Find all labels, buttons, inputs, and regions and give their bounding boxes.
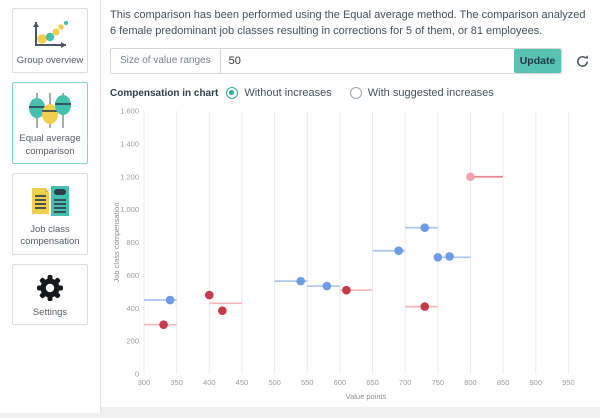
job-class-data-point[interactable] [433, 253, 443, 262]
x-tick-label: 900 [530, 378, 543, 387]
x-tick-label: 850 [497, 378, 510, 387]
x-tick-label: 950 [562, 378, 575, 387]
equal-average-comparison-icon [29, 93, 71, 129]
value-range-input-label: Size of value ranges [111, 49, 221, 74]
radio-without-increases-label: Without increases [244, 87, 332, 100]
job-class-data-point[interactable] [218, 306, 227, 316]
y-tick-label: 1.400 [120, 140, 139, 149]
x-tick-label: 300 [138, 378, 151, 387]
sidebar-item-label: Equal average comparison [19, 133, 81, 157]
sidebar-item-job-class-compensation[interactable]: Job class compensation [12, 173, 88, 255]
y-tick-label: 1.200 [120, 172, 139, 181]
radio-unselected-icon[interactable] [349, 87, 362, 100]
sidebar-item-label: Group overview [16, 55, 84, 66]
y-tick-label: 200 [126, 337, 139, 346]
job-class-data-point[interactable] [296, 277, 306, 286]
y-tick-label: 800 [126, 238, 139, 247]
radio-without-increases[interactable]: Without increases [226, 87, 332, 100]
job-class-data-point[interactable] [204, 291, 214, 300]
job-class-data-point[interactable] [394, 246, 403, 256]
job-class-data-point[interactable] [322, 281, 332, 291]
x-tick-label: 400 [203, 378, 216, 387]
radio-with-suggested-increases[interactable]: With suggested increases [349, 87, 494, 100]
y-tick-label: 600 [126, 271, 139, 280]
group-overview-chart-icon [33, 20, 69, 48]
job-class-data-point[interactable] [342, 286, 351, 295]
update-button[interactable]: Update [514, 49, 561, 74]
job-class-data-point[interactable] [165, 295, 175, 305]
y-tick-label: 0 [135, 370, 139, 379]
refresh-button[interactable] [575, 54, 590, 69]
y-tick-label: 400 [126, 304, 139, 313]
job-class-compensation-docs-icon [32, 186, 69, 217]
x-tick-label: 550 [301, 378, 314, 387]
chart-tick-labels: 300 350 400 450 500 550 600 650 700 750 800 850 900 9… [120, 107, 574, 388]
compensation-radio-group: Compensation in chart Without increases … [110, 87, 598, 100]
radio-with-suggested-increases-label: With suggested increases [367, 87, 494, 100]
sidebar-item-equal-average-comparison[interactable]: Equal average comparison [12, 82, 88, 165]
x-tick-label: 650 [366, 378, 379, 387]
y-tick-label: 1.600 [120, 107, 139, 116]
job-class-data-point[interactable] [466, 172, 475, 182]
chart-marks [144, 172, 504, 330]
x-tick-label: 500 [268, 378, 281, 387]
sidebar-item-label: Settings [32, 306, 68, 318]
comparison-summary-text: This comparison has been performed using… [110, 9, 586, 37]
comparison-chart: 300 350 400 450 500 550 600 650 700 750 800 850 900 9… [110, 101, 598, 410]
job-class-data-point[interactable] [159, 320, 168, 330]
job-class-data-point[interactable] [420, 302, 430, 312]
x-tick-label: 800 [464, 378, 477, 387]
x-tick-label: 350 [170, 378, 183, 387]
sidebar-item-label: Job class compensation [20, 224, 80, 248]
refresh-icon [577, 54, 588, 67]
y-tick-label: 1.000 [120, 205, 139, 214]
x-axis-title: Value points [346, 392, 387, 401]
main-content: This comparison has been performed using… [101, 0, 600, 407]
sidebar-item-settings[interactable]: Settings [12, 263, 88, 326]
x-tick-label: 600 [334, 378, 347, 387]
radio-selected-icon[interactable] [226, 87, 239, 100]
x-tick-label: 700 [399, 378, 412, 387]
value-range-input[interactable] [220, 49, 514, 74]
value-range-controls: Size of value ranges Update [110, 48, 598, 75]
gear-icon [37, 274, 63, 301]
job-class-data-point[interactable] [445, 252, 454, 261]
compensation-in-chart-label: Compensation in chart [110, 87, 219, 99]
value-range-input-group: Size of value ranges Update [110, 48, 562, 75]
sidebar: Group overview Equal average comparison [0, 0, 101, 413]
sidebar-item-group-overview[interactable]: Group overview [12, 8, 88, 74]
chart-gridlines [143, 111, 569, 375]
comparison-chart-svg: 300 350 400 450 500 550 600 650 700 750 800 850 900 9… [112, 107, 575, 402]
y-axis-title: Job class compensation [112, 203, 121, 283]
x-tick-label: 750 [432, 378, 445, 387]
job-class-data-point[interactable] [420, 223, 430, 233]
x-tick-label: 450 [236, 378, 249, 387]
